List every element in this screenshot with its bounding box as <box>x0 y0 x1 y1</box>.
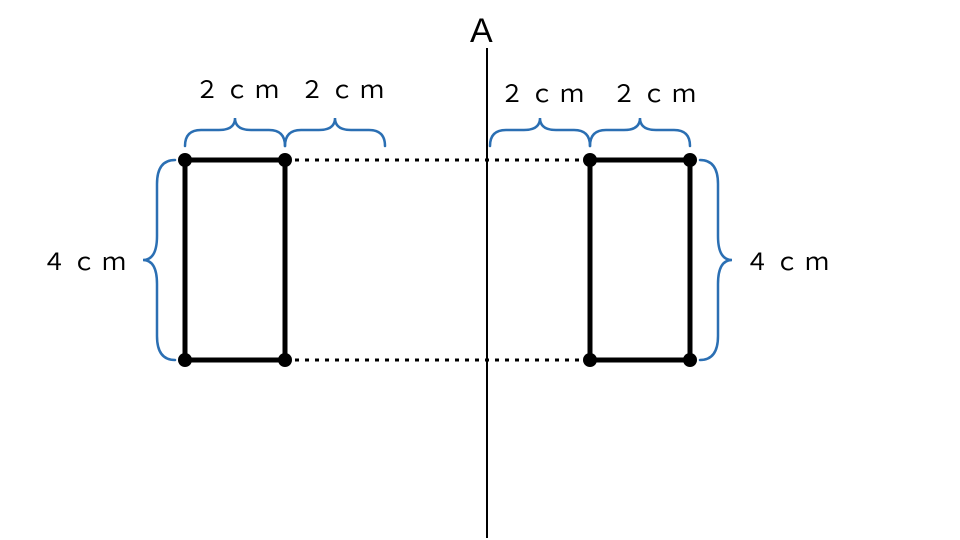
dim-left: ４ｃｍ <box>42 249 132 276</box>
dim-top-2: ２ｃｍ <box>300 77 390 104</box>
vertex-dots <box>178 153 697 367</box>
dim-top-3: ２ｃｍ <box>500 81 590 108</box>
right-brace <box>700 160 732 360</box>
left-rect <box>185 160 285 360</box>
dim-right: ４ｃｍ <box>745 249 835 276</box>
dim-top-1: ２ｃｍ <box>195 77 285 104</box>
dim-top-4: ２ｃｍ <box>612 81 702 108</box>
top-braces <box>185 118 690 146</box>
left-brace <box>143 160 175 360</box>
right-rect <box>590 160 690 360</box>
axis-label: A <box>470 12 493 50</box>
diagram-svg: A ２ｃｍ ２ｃｍ ２ｃｍ ２ｃｍ ４ｃｍ ４ｃｍ <box>0 0 960 540</box>
